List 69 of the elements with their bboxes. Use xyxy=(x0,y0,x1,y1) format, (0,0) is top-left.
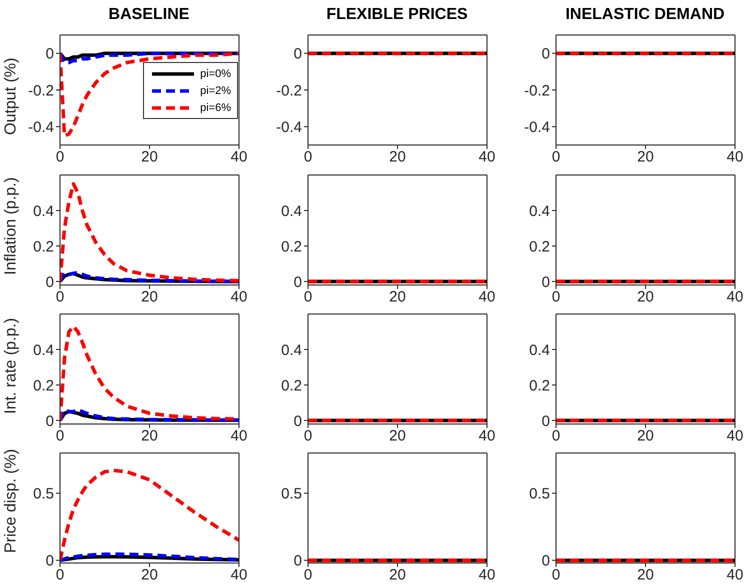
y-tick-label: -0.4 xyxy=(524,119,550,136)
x-tick-label: 20 xyxy=(141,566,158,584)
y-tick-label: 0 xyxy=(294,46,302,63)
x-tick-label: 20 xyxy=(637,566,654,584)
chart-title: BASELINE xyxy=(108,5,190,26)
chart-title: INELASTIC DEMAND xyxy=(564,5,726,26)
x-tick-label: 20 xyxy=(141,148,158,166)
y-tick-label: 0.4 xyxy=(529,342,550,359)
y-tick-label: -0.2 xyxy=(276,82,302,100)
legend-label: pi=0% xyxy=(200,68,231,80)
x-tick-label: 40 xyxy=(478,427,496,444)
y-tick-label: 0.2 xyxy=(529,238,550,255)
y-tick-label: 0 xyxy=(46,46,54,63)
y-tick-label: 0.2 xyxy=(529,377,550,394)
y-tick-label: 0.2 xyxy=(33,377,54,394)
x-tick-label: 40 xyxy=(230,566,248,584)
y-tick-label: 0.4 xyxy=(33,342,54,359)
y-tick-label: -0.4 xyxy=(276,119,302,136)
x-tick-label: 40 xyxy=(230,148,248,166)
y-tick-label: 0.5 xyxy=(33,486,54,503)
y-tick-label: 0 xyxy=(294,412,302,430)
x-tick-label: 40 xyxy=(230,427,248,444)
y-axis-title: Int. rate (p.p.) xyxy=(2,318,20,414)
x-tick-label: 40 xyxy=(726,148,744,166)
x-tick-label: 40 xyxy=(478,148,496,166)
y-tick-label: 0 xyxy=(542,273,550,290)
x-tick-label: 40 xyxy=(478,288,496,306)
x-tick-label: 20 xyxy=(637,288,654,306)
x-tick-label: 20 xyxy=(637,427,654,444)
x-tick-label: 20 xyxy=(389,148,406,166)
x-tick-label: 20 xyxy=(141,288,158,306)
y-axis-title: Output (%) xyxy=(2,58,20,136)
line-series xyxy=(60,52,239,138)
y-tick-label: 0.4 xyxy=(281,342,302,359)
y-tick-label: 0.4 xyxy=(281,202,302,220)
x-tick-label: 20 xyxy=(637,148,654,166)
y-tick-label: 0 xyxy=(46,412,54,430)
y-tick-label: -0.4 xyxy=(28,119,54,136)
x-tick-label: 20 xyxy=(389,288,406,306)
x-tick-label: 40 xyxy=(478,566,496,584)
x-tick-label: 20 xyxy=(141,427,158,444)
y-tick-label: -0.2 xyxy=(524,82,550,100)
y-tick-label: 0.4 xyxy=(33,202,54,220)
y-tick-label: 0.4 xyxy=(529,202,550,220)
legend-label: pi=2% xyxy=(200,84,231,97)
y-tick-label: 0 xyxy=(46,552,54,570)
x-tick-label: 40 xyxy=(726,427,744,444)
y-tick-label: 0.2 xyxy=(281,238,302,255)
y-tick-label: 0.2 xyxy=(33,238,54,255)
y-axis-title: Price disp. (%) xyxy=(2,448,20,553)
x-tick-label: 40 xyxy=(726,288,744,306)
x-tick-label: 40 xyxy=(726,566,744,584)
y-tick-label: -0.2 xyxy=(28,82,54,100)
y-tick-label: 0 xyxy=(294,273,302,290)
x-tick-label: 20 xyxy=(389,566,406,584)
line-series xyxy=(60,52,239,64)
y-tick-label: 0.5 xyxy=(281,486,302,503)
y-tick-label: 0 xyxy=(294,552,302,570)
y-axis-title: Inflation (p.p.) xyxy=(2,176,20,274)
y-tick-label: 0.2 xyxy=(281,377,302,394)
y-tick-label: 0.5 xyxy=(529,486,550,503)
x-tick-label: 20 xyxy=(389,427,406,444)
y-tick-label: 0 xyxy=(46,273,54,290)
y-tick-label: 0 xyxy=(542,46,550,63)
legend-label: pi=6% xyxy=(200,102,231,114)
chart-title: FLEXIBLE PRICES xyxy=(325,5,469,26)
y-tick-label: 0 xyxy=(542,552,550,570)
x-tick-label: 40 xyxy=(230,288,248,306)
y-tick-label: 0 xyxy=(542,412,550,430)
